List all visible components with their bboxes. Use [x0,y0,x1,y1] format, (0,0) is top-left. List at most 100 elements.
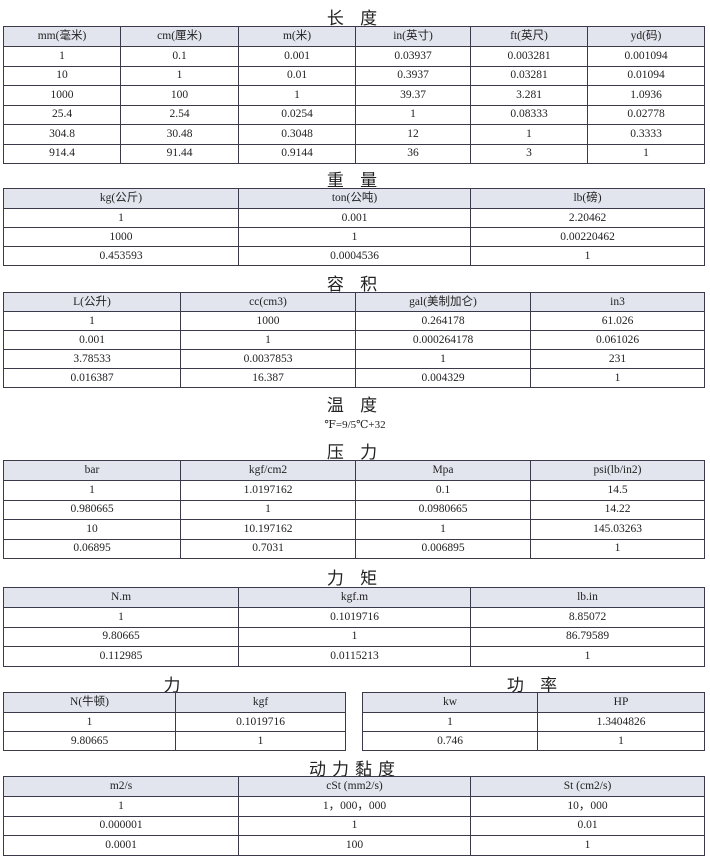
table-cell: 0.01 [238,65,356,86]
header-row: N.m kgf.m lb.in [3,587,705,608]
conversion-table: m2/s cSt (mm2/s) St (cm2/s) 1 1，000，000 10，00… [3,776,705,856]
table-cell: 1 [530,368,705,388]
table-cell: 0.0254 [238,104,356,125]
table-cell: 914.4 [3,143,121,164]
column-header: ton(公吨) [238,188,471,209]
table-cell: 2.54 [120,104,239,125]
column-header: kg(公斤) [3,188,239,209]
table-row: 914.4 91.44 0.9144 36 3 1 [3,143,705,164]
table-cell: 145.03263 [530,519,705,540]
table-row: 9.80665 1 86.79589 [3,626,705,647]
conversion-table: bar kgf/cm2 Mpa psi(lb/in2) 1 1.0197162 0.1 14.… [3,460,705,559]
table-cell: 0.264178 [355,311,531,331]
column-header: N(牛顿) [3,692,176,713]
section-title: 力 [163,676,187,695]
section-title: 长 度 [326,9,384,28]
table-cell: 0.7031 [180,538,356,559]
table-cell: 10 [3,519,181,540]
column-header: ft(英尺) [470,26,588,47]
table-row: 0.0001 100 1 [3,835,705,856]
table-row: 0.000001 1 0.01 [3,815,705,836]
table-cell: 100 [120,85,239,106]
table-cell: 9.80665 [3,626,239,647]
table-cell: 0.000264178 [355,330,531,350]
table-cell: 1 [3,607,239,628]
table-row: 1000 1 0.00220462 [3,227,705,247]
column-header: in3 [530,292,705,312]
table-cell: 1 [470,124,588,145]
table-cell: 1 [3,208,239,228]
table-row: 1 1000 0.264178 61.026 [3,311,705,331]
table-row: 0.746 1 [362,731,705,751]
table-cell: 231 [530,349,705,369]
section-title: 功 率 [506,676,564,695]
table-cell: 0.1019716 [175,712,346,732]
table-cell: 0.001094 [587,46,705,67]
header-row: N(牛顿) kgf [3,692,346,713]
column-header: Mpa [355,460,531,481]
table-cell: 0.1019716 [238,607,471,628]
table-cell: 0.746 [362,731,538,751]
table-cell: 1 [355,349,531,369]
column-header: cm(厘米) [120,26,239,47]
table-cell: 1 [3,46,121,67]
table-row: 0.06895 0.7031 0.006895 1 [3,538,705,559]
table-cell: 10，000 [470,796,705,817]
table-cell: 3 [470,143,588,164]
conversion-table: N(牛顿) kgf 1 0.1019716 9.80665 1 [3,692,346,751]
column-header: HP [537,692,705,713]
column-header: bar [3,460,181,481]
table-cell: 0.08333 [470,104,588,125]
column-header: mm(毫米) [3,26,121,47]
table-cell: 1 [3,311,181,331]
table-cell: 0.001 [3,330,181,350]
table-cell: 0.0037853 [180,349,356,369]
table-cell: 0.06895 [3,538,181,559]
table-cell: 9.80665 [3,731,176,751]
column-header: kgf/cm2 [180,460,356,481]
table-cell: 91.44 [120,143,239,164]
section-title: 温 度 [326,396,384,415]
table-cell: 0.0001 [3,835,239,856]
header-row: kg(公斤) ton(公吨) lb(磅) [3,188,705,209]
table-row: 10 10.197162 1 145.03263 [3,519,705,540]
table-row: 0.016387 16.387 0.004329 1 [3,368,705,388]
table-cell: 1 [470,246,705,266]
table-cell: 1，000，000 [238,796,471,817]
table-cell: 1.0197162 [180,480,356,501]
conversion-table: kg(公斤) ton(公吨) lb(磅) 1 0.001 2.20462 1000 1 0.00… [3,188,705,266]
table-cell: 1 [175,731,346,751]
table-cell: 0.016387 [3,368,181,388]
table-cell: 61.026 [530,311,705,331]
table-cell: 1 [3,712,176,732]
table-row: 1 1.3404826 [362,712,705,732]
table-cell: 0.1 [120,46,239,67]
table-cell: 14.22 [530,499,705,520]
table-row: 0.112985 0.0115213 1 [3,646,705,667]
table-row: 10 1 0.01 0.3937 0.03281 0.01094 [3,65,705,86]
section-title: 力 矩 [326,569,384,588]
table-row: 9.80665 1 [3,731,346,751]
table-cell: 0.3048 [238,124,356,145]
table-row: 0.001 1 0.000264178 0.061026 [3,330,705,350]
column-header: N.m [3,587,239,608]
table-cell: 0.004329 [355,368,531,388]
table-cell: 1 [3,796,239,817]
table-cell: 1 [180,499,356,520]
table-cell: 0.9144 [238,143,356,164]
table-cell: 0.000001 [3,815,239,836]
table-cell: 1 [587,143,705,164]
table-cell: 0.0004536 [238,246,471,266]
table-cell: 1 [120,65,239,86]
section-title: 容 积 [326,275,384,294]
table-row: 1 0.1 0.001 0.03937 0.003281 0.001094 [3,46,705,67]
table-cell: 10.197162 [180,519,356,540]
header-row: bar kgf/cm2 Mpa psi(lb/in2) [3,460,705,481]
column-header: m2/s [3,776,239,797]
table-row: 1 1.0197162 0.1 14.5 [3,480,705,501]
table-cell: 0.1 [355,480,531,501]
conversion-table: mm(毫米) cm(厘米) m(米) in(英寸) ft(英尺) yd(码) 1 0.1 0.0… [3,26,705,164]
table-cell: 3.78533 [3,349,181,369]
table-cell: 10 [3,65,121,86]
column-header: m(米) [238,26,356,47]
